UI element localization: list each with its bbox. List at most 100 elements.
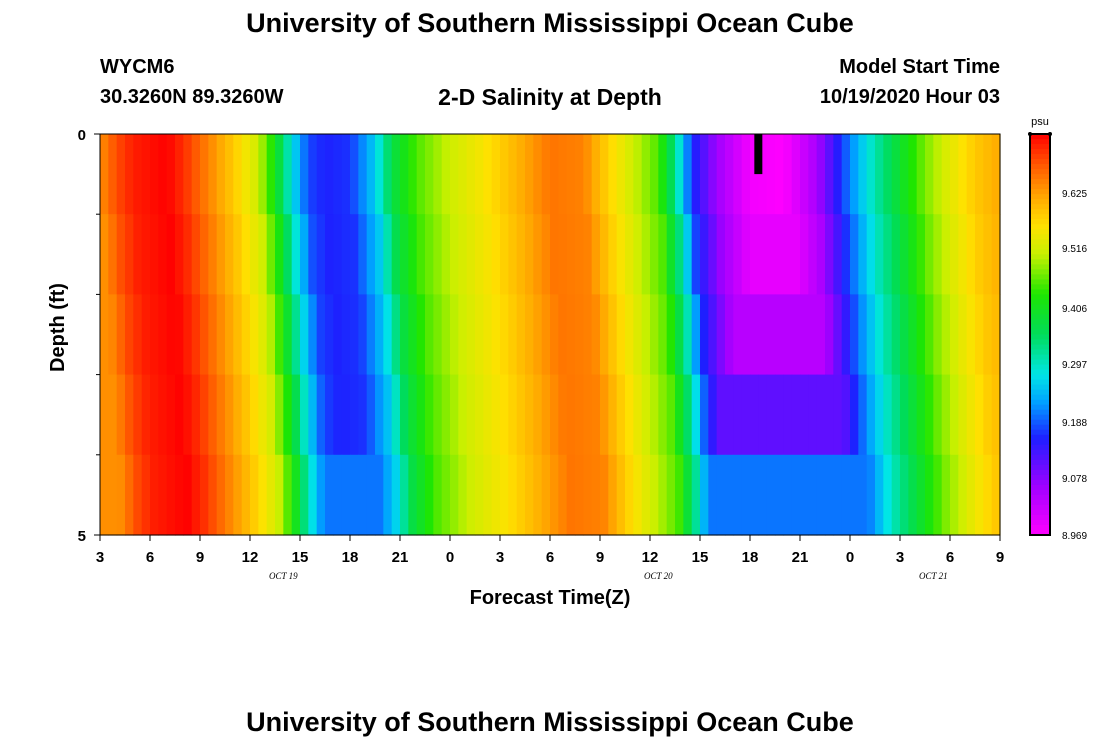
heatmap-cell [683,294,693,376]
heatmap-cell [866,374,876,456]
heatmap-cell [250,454,259,536]
heatmap-cell [975,214,984,295]
surface-marker [754,134,763,175]
heatmap-cell [508,214,518,295]
heatmap-cell [983,374,993,456]
colorbar-swatch [1030,314,1050,321]
heatmap-cell [375,454,384,536]
heatmap-cell [183,454,193,536]
heatmap-cell [550,454,559,536]
heatmap-cell [516,214,526,295]
heatmap-cell [175,214,184,295]
heatmap-cell [100,454,109,536]
colorbar-swatch [1030,434,1050,441]
heatmap-cell [825,134,834,215]
heatmap-cell [550,214,559,295]
heatmap-cell [758,134,768,215]
heatmap-cell [450,454,459,536]
heatmap-cell [416,374,426,456]
heatmap-cell [658,374,668,456]
heatmap-cell [566,134,576,215]
heatmap-cell [175,294,184,376]
heatmap-cell [783,294,793,376]
heatmap-cell [725,134,734,215]
heatmap-cell [725,294,734,376]
heatmap-cell [283,454,293,536]
heatmap-cell [216,134,226,215]
heatmap-cell [666,134,676,215]
heatmap-cell [341,374,351,456]
heatmap-cell [483,134,493,215]
heatmap-cell [633,294,643,376]
heatmap-cell [291,134,301,215]
colorbar-swatch [1030,479,1050,486]
colorbar-swatch [1030,179,1050,185]
heatmap-cell [841,294,851,376]
heatmap-cell [283,294,293,376]
colorbar-swatch [1030,374,1050,381]
colorbar-swatch [1030,139,1050,145]
heatmap-cell [750,454,759,536]
heatmap-cell [633,214,643,295]
heatmap-cell [975,134,984,215]
heatmap-cell [975,374,984,456]
heatmap-cell [500,454,509,536]
heatmap-cell [708,454,718,536]
colorbar-swatch [1030,459,1050,466]
heatmap-cell [425,294,434,376]
heatmap-cell [600,134,609,215]
heatmap-cell [358,294,368,376]
colorbar-swatch [1030,194,1050,200]
heatmap-cell [133,294,143,376]
heatmap-cell [491,294,501,376]
heatmap-cell [325,214,334,295]
heatmap-cell [816,454,826,536]
heatmap-cell [983,454,993,536]
station-id: WYCM6 [100,56,175,78]
heatmap-cell [391,294,401,376]
heatmap-cell [525,374,534,456]
heatmap-cell [758,454,768,536]
heatmap-cell [883,294,893,376]
heatmap-cell [291,454,301,536]
heatmap-cell [225,454,234,536]
heatmap-cell [200,214,209,295]
heatmap-cell [558,294,568,376]
heatmap-cell [950,454,959,536]
heatmap-cell [683,214,693,295]
colorbar-swatch [1030,529,1050,536]
heatmap-cell [375,294,384,376]
heatmap-cell [283,134,293,215]
heatmap-cell [925,374,934,456]
heatmap-cell [608,454,618,536]
heatmap-cell [650,374,659,456]
heatmap-cell [316,294,326,376]
heatmap-cell [533,374,543,456]
heatmap-cell [750,134,759,215]
heatmap-cell [750,374,759,456]
heatmap-cell [150,374,159,456]
heatmap-cell [716,214,726,295]
heatmap-cell [808,134,818,215]
heatmap-cell [275,134,284,215]
heatmap-cell [225,374,234,456]
heatmap-cell [116,454,126,536]
heatmap-cell [541,294,551,376]
heatmap-cell [650,454,659,536]
heatmap-cell [166,214,176,295]
heatmap-cell [508,134,518,215]
heatmap-cell [683,454,693,536]
heatmap-cell [225,214,234,295]
colorbar-swatch [1030,209,1050,215]
heatmap-cell [666,214,676,295]
colorbar-swatch [1030,289,1050,295]
heatmap-cell [158,454,168,536]
x-tick-label: 3 [496,549,504,566]
heatmap-cell [191,134,201,215]
colorbar-swatch [1030,159,1050,165]
heatmap-cell [908,214,918,295]
heatmap-cell [808,374,818,456]
x-tick-label: 3 [96,549,104,566]
heatmap-cell [400,374,409,456]
heatmap-cell [233,134,243,215]
